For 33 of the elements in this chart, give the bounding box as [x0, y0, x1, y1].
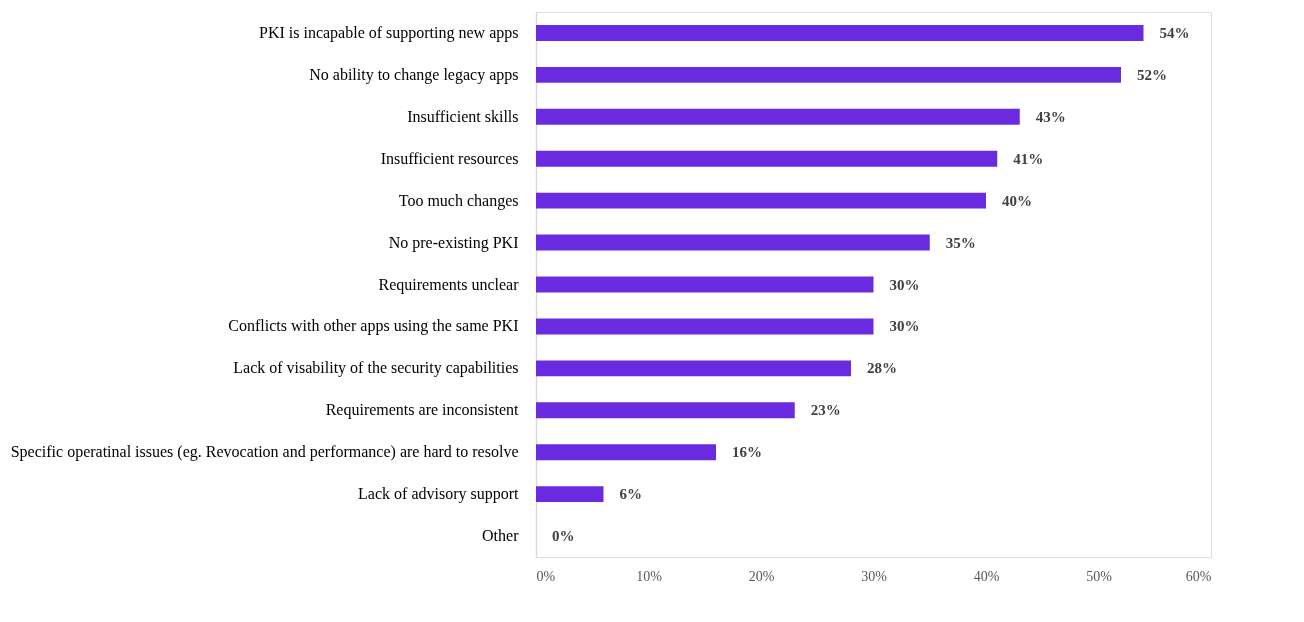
- data-label: 30%: [889, 318, 920, 335]
- y-tick-label: Insufficient resources: [380, 149, 519, 167]
- data-label: 52%: [1137, 66, 1167, 83]
- y-tick-label: Lack of visability of the security capabilities: [233, 359, 519, 378]
- data-label: 28%: [867, 360, 897, 377]
- data-label: 30%: [889, 276, 920, 293]
- y-tick-label: Insufficient skills: [407, 107, 519, 125]
- data-label: 6%: [619, 486, 642, 503]
- data-label: 0%: [552, 528, 575, 545]
- y-tick-label: Requirements unclear: [378, 275, 520, 294]
- x-tick-label: 0%: [536, 568, 556, 584]
- data-label: 23%: [810, 402, 841, 419]
- x-tick-label: 60%: [1185, 568, 1212, 584]
- x-tick-label: 20%: [748, 568, 775, 584]
- data-label: 16%: [732, 444, 762, 461]
- data-label: 43%: [1035, 108, 1066, 125]
- y-tick-label: Other: [482, 527, 520, 545]
- y-tick-label: No pre-existing PKI: [388, 233, 519, 252]
- y-tick-label: Specific operatinal issues (eg. Revocation and performance) are hard to resolve: [10, 443, 519, 462]
- data-label: 35%: [945, 234, 976, 251]
- x-tick-label: 40%: [973, 568, 1000, 584]
- data-label: 40%: [1002, 192, 1032, 209]
- data-label: 41%: [1013, 150, 1044, 167]
- y-tick-label: Conflicts with other apps using the same PKI: [228, 317, 519, 336]
- y-tick-label: Too much changes: [398, 191, 519, 210]
- x-tick-label: 10%: [636, 568, 663, 584]
- y-tick-label: Requirements are inconsistent: [325, 401, 520, 420]
- x-tick-label: 30%: [861, 568, 888, 584]
- y-tick-label: No ability to change legacy apps: [309, 65, 519, 84]
- x-tick-label: 50%: [1086, 568, 1113, 584]
- y-tick-label: Lack of advisory support: [358, 485, 520, 504]
- y-tick-label: PKI is incapable of supporting new apps: [258, 23, 519, 42]
- data-label: 54%: [1159, 24, 1190, 41]
